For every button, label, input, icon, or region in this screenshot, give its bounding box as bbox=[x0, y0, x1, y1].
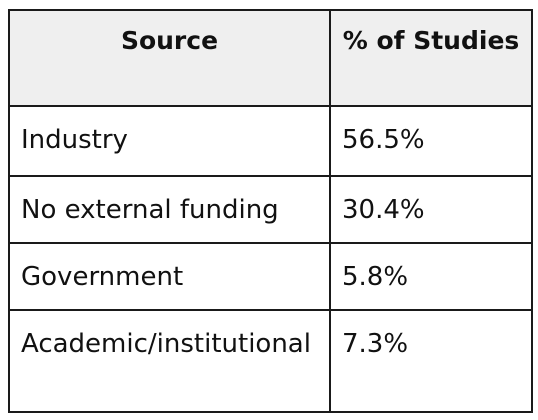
source-cell: No external funding bbox=[8, 175, 331, 244]
percent-cell: 5.8% bbox=[329, 242, 533, 311]
header-source: Source bbox=[8, 9, 331, 107]
source-cell: Government bbox=[8, 242, 331, 311]
percent-cell: 7.3% bbox=[329, 309, 533, 413]
table-row: Government 5.8% bbox=[8, 242, 533, 311]
funding-source-table: Source % of Studies Industry 56.5% No ex… bbox=[8, 9, 533, 413]
table-row: Industry 56.5% bbox=[8, 105, 533, 177]
percent-cell: 30.4% bbox=[329, 175, 533, 244]
table-body: Industry 56.5% No external funding 30.4%… bbox=[8, 105, 533, 413]
table-row: No external funding 30.4% bbox=[8, 175, 533, 244]
table-row: Academic/institutional 7.3% bbox=[8, 309, 533, 413]
source-cell: Industry bbox=[8, 105, 331, 177]
header-percent-of-studies: % of Studies bbox=[329, 9, 533, 107]
percent-cell: 56.5% bbox=[329, 105, 533, 177]
source-cell: Academic/institutional bbox=[8, 309, 331, 413]
header-row: Source % of Studies bbox=[8, 9, 533, 107]
table-header: Source % of Studies bbox=[8, 9, 533, 107]
